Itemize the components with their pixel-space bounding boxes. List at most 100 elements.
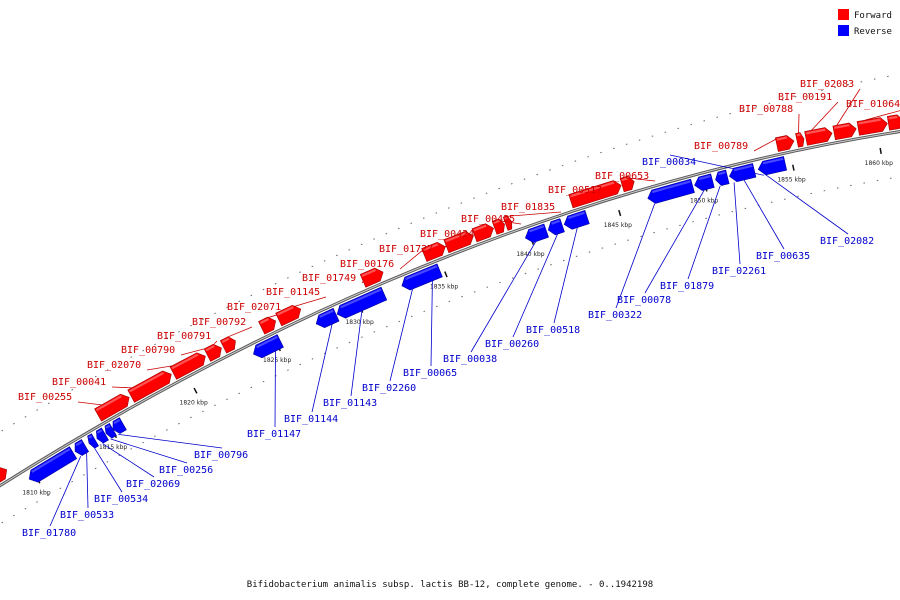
gene-highlight <box>361 269 377 277</box>
label-leader <box>864 110 900 121</box>
gene-highlight <box>698 175 711 181</box>
label-leader <box>86 452 89 509</box>
gene-body <box>729 163 757 183</box>
gene-highlight <box>805 128 826 135</box>
gene-highlight <box>221 337 230 344</box>
reverse-gene-label: BIF_01780 <box>22 528 76 539</box>
reverse-gene-label: BIF_02082 <box>820 236 874 247</box>
reverse-gene <box>757 156 788 176</box>
reverse-gene <box>74 439 90 456</box>
forward-gene-label: BIF_00176 <box>340 259 394 270</box>
reverse-gene <box>95 427 109 444</box>
forward-gene <box>359 267 384 288</box>
gene-body <box>336 286 388 319</box>
gene-body <box>568 180 622 209</box>
label-leader <box>77 401 102 406</box>
label-leader <box>110 438 188 464</box>
gene-highlight <box>888 115 898 120</box>
genome-backbone-highlight <box>0 131 900 487</box>
scale-tick-label: 1845 kbp <box>604 222 632 229</box>
scale-tick-label: 1830 kbp <box>345 319 373 326</box>
gene-highlight <box>256 335 278 349</box>
scale-ticks: 1810 kbp 1815 kbp 1820 kbp 1825 kbp 1830 kbp… <box>22 147 893 497</box>
reverse-gene <box>524 223 549 243</box>
forward-gene <box>275 304 302 327</box>
gene-highlight <box>796 133 801 137</box>
reverse-gene-label: BIF_01879 <box>660 281 714 292</box>
reverse-gene <box>336 286 388 319</box>
forward-gene-label: BIF_00191 <box>778 92 832 103</box>
gene-body <box>315 307 340 329</box>
forward-gene-label: BIF_01064 <box>846 99 900 110</box>
label-leader <box>94 447 123 493</box>
forward-gene-label: BIF_02071 <box>227 302 281 313</box>
forward-gene-label: BIF_00041 <box>52 377 106 388</box>
label-leader <box>743 179 785 250</box>
forward-gene <box>886 114 900 131</box>
forward-gene-label: BIF_01749 <box>302 273 356 284</box>
forward-gene <box>443 231 474 254</box>
forward-gene <box>421 241 446 262</box>
gene-body <box>421 241 446 262</box>
forward-gene <box>795 132 805 148</box>
forward-gene-label: BIF_02083 <box>800 79 854 90</box>
label-leader <box>226 326 253 338</box>
scale-tick-label: 1820 kbp <box>180 400 208 407</box>
gene-highlight <box>96 429 103 434</box>
forward-gene-label: BIF_01727 <box>379 244 433 255</box>
gene-body <box>647 178 695 204</box>
label-leader <box>733 182 741 265</box>
reverse-gene-label: BIF_00038 <box>443 354 497 365</box>
reverse-gene-label: BIF_00534 <box>94 494 148 505</box>
forward-gene <box>491 218 505 235</box>
gene-highlight <box>834 123 850 129</box>
gene-highlight <box>762 157 784 165</box>
reverse-gene <box>563 209 590 230</box>
gene-highlight <box>858 118 881 125</box>
gene-body <box>275 304 302 327</box>
forward-gene <box>94 393 130 422</box>
gene-highlight <box>259 317 270 324</box>
scale-tick-label: 1825 kbp <box>263 357 291 364</box>
gene-highlight <box>319 309 334 318</box>
reverse-gene <box>694 173 715 191</box>
label-leader <box>102 443 155 478</box>
label-leader <box>389 288 413 382</box>
label-leader <box>687 185 721 280</box>
forward-gene-label: BIF_00425 <box>461 214 515 225</box>
gene-highlight <box>621 177 629 182</box>
gene-highlight <box>31 448 71 473</box>
reverse-gene-label: BIF_00065 <box>403 368 457 379</box>
reverse-gene <box>547 218 565 236</box>
forward-gene-label: BIF_00788 <box>739 104 793 115</box>
gene-body <box>28 446 78 483</box>
scale-tick-label: 1810 kbp <box>22 490 50 497</box>
scale-tick-label: 1860 kbp <box>865 160 893 167</box>
reverse-gene-label: BIF_02261 <box>712 266 766 277</box>
scale-tick <box>618 209 622 217</box>
reverse-gene-label: BIF_01147 <box>247 429 301 440</box>
label-leader <box>505 211 562 217</box>
gene-body <box>856 117 888 136</box>
gene-highlight <box>568 211 585 220</box>
label-leader <box>311 324 333 413</box>
forward-gene-label: BIF_00792 <box>192 317 246 328</box>
gene-body <box>169 352 206 380</box>
scale-tick-label: 1855 kbp <box>777 177 805 184</box>
gene-highlight <box>129 371 165 393</box>
label-leader <box>512 234 558 338</box>
genome-backbone <box>0 130 900 488</box>
gene-highlight <box>113 419 121 425</box>
reverse-gene <box>87 433 99 449</box>
reverse-gene <box>729 163 757 183</box>
forward-gene <box>832 122 857 141</box>
label-leader <box>765 174 849 235</box>
legend-reverse-label: Reverse <box>854 27 892 37</box>
gene-highlight <box>473 224 487 232</box>
reverse-gene-label: BIF_00256 <box>159 465 213 476</box>
gene-highlight <box>422 243 439 252</box>
reverse-gene-label: BIF_01143 <box>323 398 377 409</box>
gene-highlight <box>551 219 561 225</box>
label-leader <box>811 101 839 131</box>
